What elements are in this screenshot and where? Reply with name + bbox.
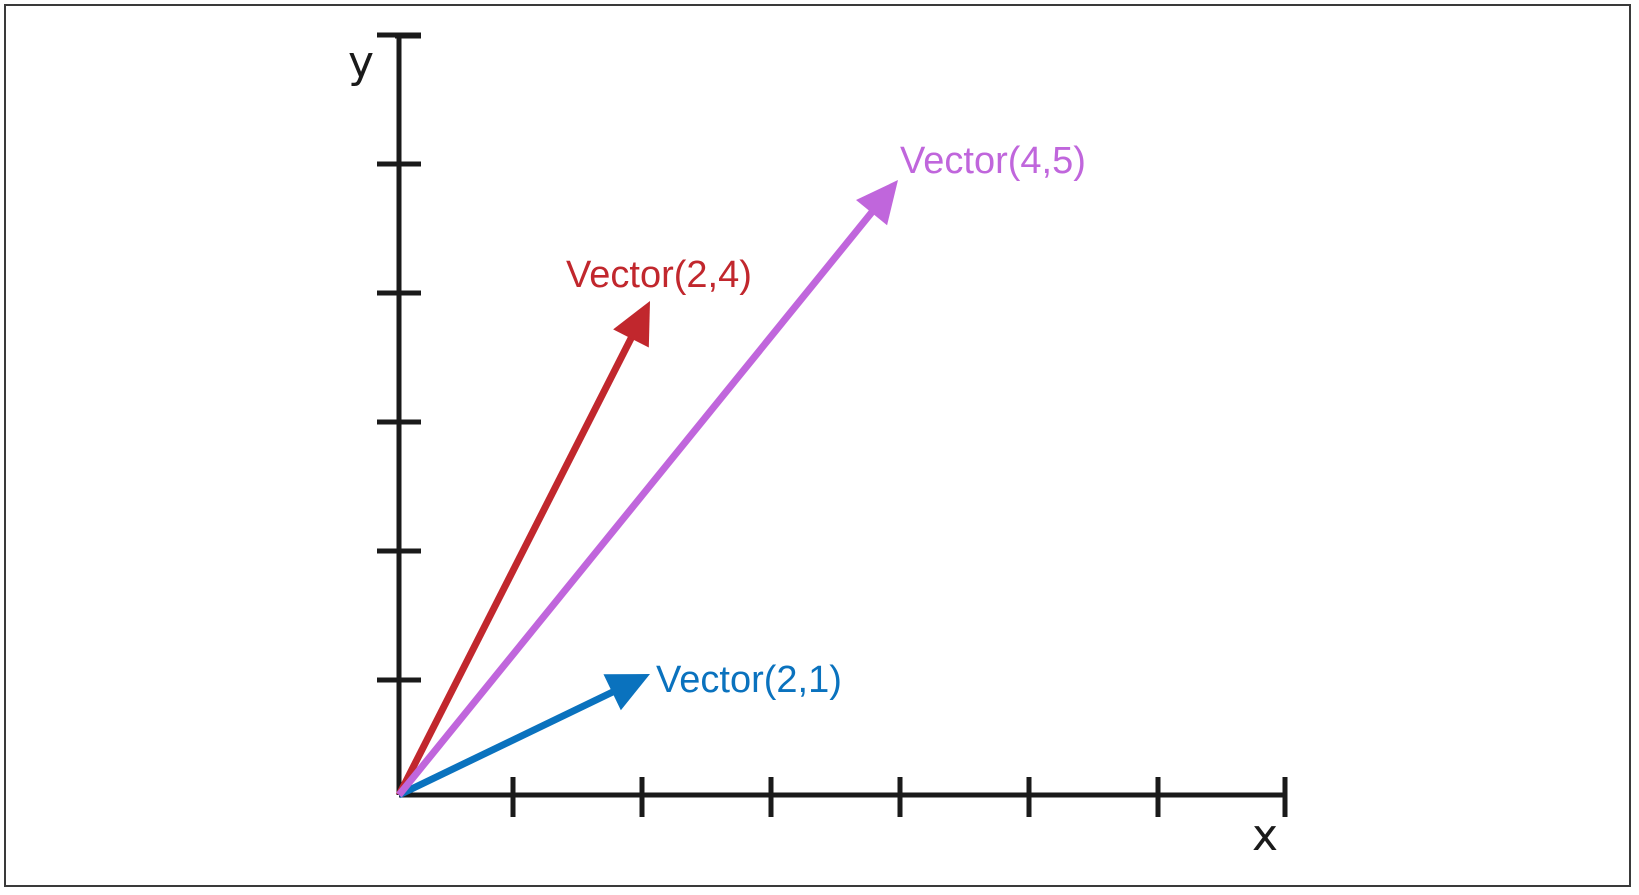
vector-4-5-label: Vector(4,5) — [900, 140, 1086, 182]
x-axis-label: x — [1252, 810, 1278, 861]
x-axis-ticks — [510, 777, 1288, 817]
vector-2-4-arrowhead — [613, 301, 650, 348]
vector-4-5-arrow — [396, 207, 877, 798]
vector-2-1-arrowhead — [603, 674, 650, 711]
vector-2-4-arrow — [395, 333, 636, 797]
vector-2-4-label: Vector(2,4) — [566, 254, 752, 296]
axes: x y — [348, 32, 1288, 861]
vector-2-1-label: Vector(2,1) — [656, 659, 842, 701]
vector-4-5: Vector(4,5) — [396, 140, 1086, 798]
y-axis-label: y — [348, 37, 374, 88]
vectors: Vector(2,1) Vector(2,4) Vector(4,5) — [395, 140, 1086, 799]
diagram-frame — [4, 4, 1631, 887]
y-axis-ticks — [377, 32, 421, 683]
vector-4-5-arrowhead — [856, 180, 898, 226]
vector-2-1-arrow — [397, 687, 618, 799]
vector-2-4: Vector(2,4) — [395, 254, 752, 797]
vector-2-1: Vector(2,1) — [397, 659, 842, 799]
